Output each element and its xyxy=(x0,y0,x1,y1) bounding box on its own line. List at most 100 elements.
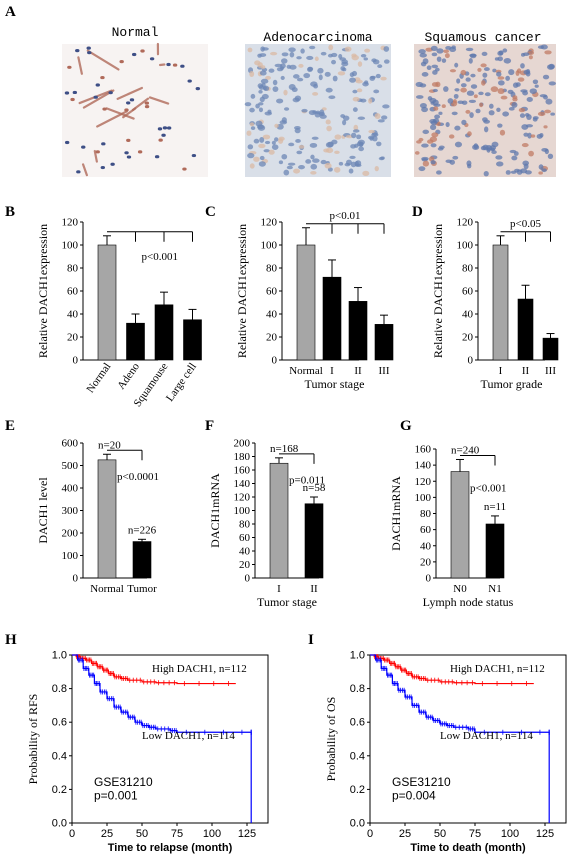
cell-nucleus xyxy=(373,89,380,94)
y-tick-label: 0 xyxy=(426,573,432,585)
cell-nucleus xyxy=(523,132,529,137)
cell-nucleus xyxy=(249,122,255,127)
cell-nucleus xyxy=(454,125,461,131)
x-tick-label: Normal xyxy=(84,361,113,395)
y-tick-label: 20 xyxy=(67,332,79,344)
cell-nucleus xyxy=(250,93,256,99)
cell-nucleus xyxy=(253,138,260,144)
y-tick-label: 120 xyxy=(261,217,278,229)
cell-nucleus xyxy=(368,135,375,140)
cell-nucleus xyxy=(260,78,269,84)
cell-nucleus xyxy=(368,98,373,104)
cell-nucleus xyxy=(548,81,557,86)
y-tick-label: 80 xyxy=(67,263,79,275)
x-tick-label: N0 xyxy=(453,583,467,595)
cell-nucleus xyxy=(416,140,422,144)
cell-nucleus xyxy=(144,105,150,109)
cell-nucleus xyxy=(110,162,115,166)
y-tick-label: 0 xyxy=(245,573,251,585)
cell-nucleus xyxy=(295,139,301,143)
y-tick-label: 0.4 xyxy=(52,750,67,762)
x-tick-label: Adeno xyxy=(115,360,142,391)
y-tick-label: 0.0 xyxy=(350,818,365,830)
cell-nucleus xyxy=(310,163,318,170)
cell-nucleus xyxy=(520,168,528,174)
cell-nucleus xyxy=(247,144,254,150)
cell-nucleus xyxy=(547,153,554,160)
cell-nucleus xyxy=(431,82,439,87)
panel-letter-a: A xyxy=(5,4,16,20)
cell-nucleus xyxy=(380,76,387,81)
cell-nucleus xyxy=(331,59,336,65)
plot-frame xyxy=(71,654,269,824)
y-axis-label: Probability of OS xyxy=(324,697,338,782)
cell-nucleus xyxy=(101,142,106,146)
cell-nucleus xyxy=(499,129,506,136)
cell-nucleus xyxy=(274,123,279,128)
cell-nucleus xyxy=(358,146,365,152)
cell-nucleus xyxy=(254,60,261,66)
y-tick-label: 60 xyxy=(462,286,474,298)
cell-nucleus xyxy=(182,167,187,171)
cell-nucleus xyxy=(513,151,519,156)
cell-nucleus xyxy=(86,46,91,50)
cell-nucleus xyxy=(144,101,150,105)
cell-nucleus xyxy=(426,65,432,71)
tissue-strand xyxy=(116,86,143,100)
cell-nucleus xyxy=(332,75,338,82)
cell-nucleus xyxy=(378,156,385,161)
cell-nucleus xyxy=(357,61,363,67)
tissue-strand xyxy=(105,107,135,120)
y-tick-label: 40 xyxy=(420,540,432,552)
cell-nucleus xyxy=(166,62,171,67)
cell-nucleus xyxy=(460,69,467,76)
tissue-strand xyxy=(77,56,83,75)
cell-nucleus xyxy=(258,102,264,106)
y-tick-label: 160 xyxy=(234,465,251,477)
cell-nucleus xyxy=(310,81,318,87)
cell-nucleus xyxy=(315,110,321,115)
cell-nucleus xyxy=(508,69,515,76)
cell-nucleus xyxy=(515,82,521,87)
cell-nucleus xyxy=(497,123,503,128)
cell-nucleus xyxy=(432,69,438,75)
y-tick-label: 0.6 xyxy=(52,717,67,729)
x-tick-label: Normal xyxy=(90,583,124,595)
cell-nucleus xyxy=(431,132,439,138)
cell-nucleus xyxy=(492,68,497,73)
cell-nucleus xyxy=(532,116,539,120)
y-tick-label: 40 xyxy=(67,309,79,321)
cell-nucleus xyxy=(544,50,552,55)
panel-letter-b: B xyxy=(5,204,16,220)
cell-nucleus xyxy=(324,71,331,77)
tissue-strand xyxy=(81,163,88,177)
cell-nucleus xyxy=(520,63,525,69)
micrograph-0 xyxy=(62,42,208,177)
cell-nucleus xyxy=(294,95,302,102)
x-tick-label: 125 xyxy=(536,828,554,840)
cell-nucleus xyxy=(421,72,429,77)
cell-nucleus xyxy=(381,115,388,120)
km-curve-low xyxy=(370,654,550,823)
y-tick-label: 100 xyxy=(62,550,79,562)
y-tick-label: 600 xyxy=(62,438,79,450)
cell-nucleus xyxy=(344,162,351,167)
cell-nucleus xyxy=(342,119,347,126)
cell-nucleus xyxy=(268,68,275,73)
cell-nucleus xyxy=(415,81,424,88)
cell-nucleus xyxy=(503,58,512,64)
cell-nucleus xyxy=(312,158,320,163)
cell-nucleus xyxy=(288,142,295,147)
cell-nucleus xyxy=(441,104,446,108)
cell-nucleus xyxy=(364,80,369,85)
cell-nucleus xyxy=(93,95,98,99)
cell-nucleus xyxy=(478,91,484,96)
cell-nucleus xyxy=(519,113,526,118)
cell-nucleus xyxy=(473,94,478,99)
cell-nucleus xyxy=(288,83,296,90)
cell-nucleus xyxy=(259,155,265,161)
cell-nucleus xyxy=(294,126,301,130)
cell-nucleus xyxy=(157,127,163,131)
cell-nucleus xyxy=(328,44,334,51)
cell-nucleus xyxy=(301,108,308,113)
